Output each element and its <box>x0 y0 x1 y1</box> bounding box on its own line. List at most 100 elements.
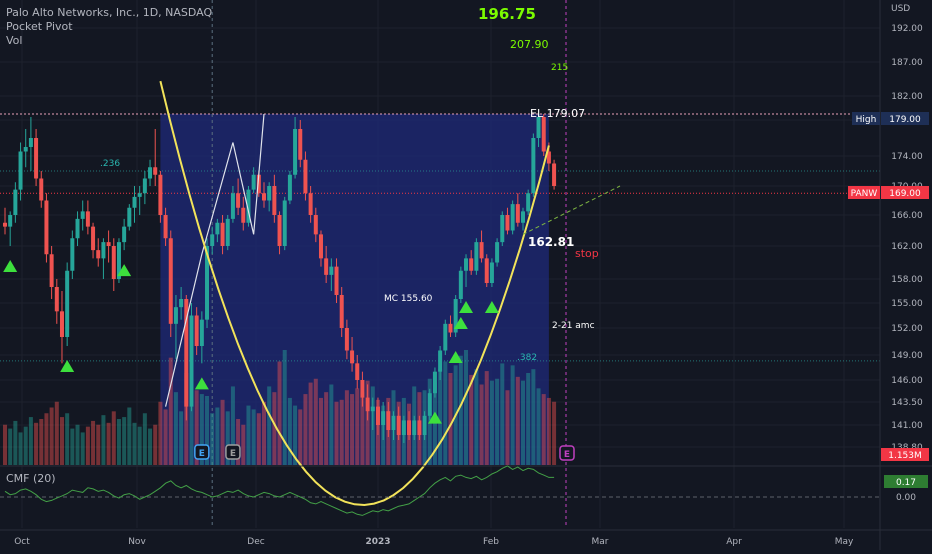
candle-body <box>484 258 489 283</box>
y-tick-label: 187.00 <box>891 58 923 68</box>
candle-body <box>350 350 355 364</box>
volume-bar <box>8 428 13 465</box>
candle-body <box>173 307 178 324</box>
candle-body <box>168 238 173 324</box>
support-label: 162.81 <box>528 235 574 249</box>
volume-bar <box>350 394 355 465</box>
candle-body <box>313 215 318 235</box>
volume-bar <box>194 390 199 465</box>
volume-bar <box>262 401 266 465</box>
currency-label: USD <box>891 4 911 14</box>
volume-bar <box>469 374 474 465</box>
volume-bar <box>158 401 163 465</box>
candle-body <box>443 323 448 351</box>
candle-body <box>407 420 412 435</box>
candle-body <box>91 226 96 251</box>
volume-bar <box>75 424 80 465</box>
y-tick-label: 155.00 <box>891 299 923 309</box>
candle-body <box>412 420 417 435</box>
candle-body <box>515 204 520 223</box>
candle-body <box>552 163 557 186</box>
volume-bar <box>443 361 448 465</box>
cup-curve <box>159 80 550 507</box>
candle-body <box>153 167 158 175</box>
cmf-tick-label: 0.00 <box>896 493 916 503</box>
el-label: EL 179.07 <box>530 107 585 120</box>
candle-body <box>505 215 510 231</box>
cmf-title: CMF (20) <box>6 472 56 485</box>
candle-body <box>199 319 204 346</box>
volume-bar <box>479 384 484 465</box>
volume-bar <box>277 361 282 465</box>
candle-body <box>453 299 458 333</box>
candle-body <box>339 295 344 328</box>
volume-bar <box>365 380 370 465</box>
candle-body <box>422 415 427 435</box>
y-tick-label: 192.00 <box>891 24 923 34</box>
volume-bar <box>44 413 49 465</box>
cmf-value-tag <box>884 475 928 488</box>
x-tick-label: Nov <box>128 537 146 547</box>
pocket-pivot-marker <box>3 260 18 272</box>
volume-tag <box>881 448 929 461</box>
candle-body <box>500 215 505 243</box>
volume-bar <box>287 397 292 465</box>
candle-body <box>75 218 80 239</box>
candle-body <box>308 193 313 215</box>
candle-body <box>282 200 287 246</box>
candle-body <box>65 270 70 337</box>
candle-body <box>391 415 396 430</box>
candle-body <box>101 242 106 259</box>
high-tag <box>852 112 880 125</box>
high-price-tag <box>881 112 929 125</box>
volume-bar <box>313 378 318 465</box>
volume-bar <box>282 350 287 465</box>
volume-bar <box>179 411 184 465</box>
volume-bar <box>464 350 469 465</box>
volume-bar <box>236 419 241 465</box>
ticker-tag-label: PANW <box>851 189 878 199</box>
volume-bar <box>173 392 178 465</box>
volume-bar <box>531 369 536 465</box>
volume-bar <box>526 373 531 465</box>
volume-bar <box>163 409 168 465</box>
earnings-marker-upcoming-letter: E <box>564 450 570 460</box>
candle-body <box>495 242 500 263</box>
volume-bar <box>458 355 463 465</box>
candle-body <box>298 129 303 160</box>
volume-bar <box>484 371 489 465</box>
indicator-pocket-pivot: Pocket Pivot <box>6 20 73 33</box>
candle-body <box>127 207 132 227</box>
volume-bar <box>168 357 173 465</box>
candle-body <box>381 411 386 425</box>
earnings-marker-past-letter: E <box>199 449 205 459</box>
target-label-1: 196.75 <box>478 5 536 23</box>
candle-body <box>111 246 116 279</box>
volume-bar <box>199 394 204 465</box>
candle-body <box>479 242 484 259</box>
candle-body <box>184 299 189 407</box>
volume-bar <box>18 432 23 465</box>
volume-bar <box>85 426 90 465</box>
high-price-label: 179.00 <box>889 115 921 125</box>
candle-body <box>54 287 59 312</box>
volume-bar <box>546 397 551 465</box>
volume-bar <box>127 407 132 465</box>
volume-bar <box>54 401 59 465</box>
candle-body <box>344 328 349 351</box>
candle-body <box>526 193 531 212</box>
cup-fill <box>160 114 549 465</box>
candle-body <box>132 196 137 208</box>
volume-bar <box>272 392 277 465</box>
volume-tag-label: 1.153M <box>888 451 922 461</box>
candle-body <box>521 211 525 223</box>
volume-bar <box>91 420 96 465</box>
volume-bar <box>552 401 557 465</box>
volume-bar <box>298 409 303 465</box>
pocket-pivot-marker <box>459 301 474 313</box>
candle-body <box>318 234 323 259</box>
volume-bar <box>355 388 360 465</box>
volume-bar <box>101 415 106 465</box>
